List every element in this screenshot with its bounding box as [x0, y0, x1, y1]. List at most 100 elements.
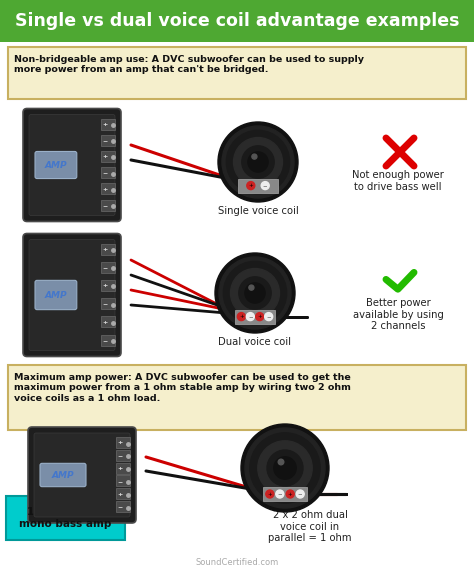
Circle shape: [234, 138, 283, 187]
Text: −: −: [266, 314, 271, 319]
FancyBboxPatch shape: [40, 463, 86, 486]
Circle shape: [226, 130, 290, 194]
Text: Single voice coil: Single voice coil: [218, 206, 298, 216]
Text: −: −: [248, 314, 253, 319]
Text: +: +: [288, 492, 292, 497]
Circle shape: [261, 181, 269, 189]
Text: −: −: [102, 138, 108, 143]
Text: +: +: [239, 314, 244, 319]
Text: −: −: [118, 479, 123, 484]
Bar: [0, 0, 474, 42]
Bar: [101, 298, 115, 309]
Circle shape: [266, 490, 274, 498]
Text: −: −: [298, 492, 302, 497]
FancyBboxPatch shape: [35, 151, 77, 179]
FancyBboxPatch shape: [29, 239, 115, 350]
Text: +: +: [102, 122, 108, 127]
Circle shape: [255, 312, 264, 320]
Circle shape: [258, 441, 312, 495]
Text: −: −: [263, 183, 267, 188]
Text: +: +: [102, 247, 108, 252]
Bar: [101, 119, 115, 129]
Text: +: +: [118, 492, 123, 497]
Text: Non-bridgeable amp use: A DVC subwoofer can be used to supply
more power from an: Non-bridgeable amp use: A DVC subwoofer …: [14, 55, 364, 74]
Text: Maximum amp power: A DVC subwoofer can be used to get the
maximum power from a 1: Maximum amp power: A DVC subwoofer can b…: [14, 373, 351, 403]
Text: +: +: [102, 284, 108, 289]
Text: +: +: [248, 183, 253, 188]
Text: SoundCertified.com: SoundCertified.com: [195, 558, 279, 567]
Circle shape: [245, 428, 325, 508]
Circle shape: [245, 283, 265, 303]
Circle shape: [274, 457, 296, 479]
Text: AMP: AMP: [52, 471, 74, 480]
Text: Dual voice coil: Dual voice coil: [219, 337, 292, 347]
FancyBboxPatch shape: [8, 47, 466, 99]
Bar: [116, 501, 130, 512]
Bar: [101, 316, 115, 327]
Circle shape: [215, 253, 295, 333]
Text: −: −: [102, 265, 108, 270]
Circle shape: [246, 312, 255, 320]
FancyBboxPatch shape: [23, 234, 121, 357]
Text: Better power
available by using
2 channels: Better power available by using 2 channe…: [353, 298, 444, 331]
Circle shape: [219, 257, 291, 329]
Bar: [101, 135, 115, 146]
Bar: [116, 450, 130, 461]
Circle shape: [247, 181, 255, 189]
Text: −: −: [102, 171, 108, 176]
Text: +: +: [257, 314, 262, 319]
Text: +: +: [267, 492, 272, 497]
FancyBboxPatch shape: [8, 365, 466, 430]
FancyBboxPatch shape: [6, 496, 125, 540]
Text: AMP: AMP: [45, 160, 67, 170]
Bar: [101, 280, 115, 291]
Circle shape: [264, 312, 273, 320]
Text: +: +: [102, 320, 108, 325]
Text: −: −: [102, 302, 108, 307]
Bar: [101, 200, 115, 210]
Text: +: +: [118, 441, 123, 446]
FancyBboxPatch shape: [23, 108, 121, 222]
FancyBboxPatch shape: [29, 115, 115, 215]
Text: −: −: [102, 338, 108, 343]
Circle shape: [267, 450, 303, 486]
Circle shape: [241, 424, 329, 512]
Circle shape: [242, 146, 274, 178]
Text: −: −: [118, 453, 123, 458]
Bar: [116, 475, 130, 486]
Circle shape: [286, 490, 294, 498]
Circle shape: [237, 312, 246, 320]
Bar: [263, 487, 307, 501]
Text: −: −: [102, 203, 108, 208]
Circle shape: [296, 490, 304, 498]
FancyBboxPatch shape: [28, 427, 136, 523]
Bar: [101, 262, 115, 273]
Circle shape: [248, 152, 268, 172]
Circle shape: [239, 277, 271, 309]
Bar: [116, 437, 130, 448]
Text: Single vs dual voice coil advantage examples: Single vs dual voice coil advantage exam…: [15, 12, 459, 30]
Circle shape: [276, 490, 284, 498]
Circle shape: [249, 285, 254, 290]
Text: 1 ohm stable
mono bass amp: 1 ohm stable mono bass amp: [19, 507, 111, 529]
Bar: [116, 463, 130, 473]
Circle shape: [230, 269, 280, 318]
Circle shape: [278, 459, 284, 465]
Bar: [116, 488, 130, 499]
Bar: [235, 310, 275, 324]
FancyBboxPatch shape: [34, 433, 130, 517]
Bar: [238, 179, 278, 193]
Bar: [101, 335, 115, 345]
Circle shape: [218, 122, 298, 202]
Circle shape: [252, 154, 257, 159]
Bar: [101, 183, 115, 194]
Bar: [101, 151, 115, 162]
Text: +: +: [102, 154, 108, 159]
Circle shape: [223, 261, 287, 325]
Text: 2 x 2 ohm dual
voice coil in
parallel = 1 ohm: 2 x 2 ohm dual voice coil in parallel = …: [268, 510, 352, 543]
FancyBboxPatch shape: [35, 280, 77, 310]
Text: +: +: [118, 466, 123, 471]
Circle shape: [222, 126, 294, 198]
Text: −: −: [118, 505, 123, 510]
Circle shape: [250, 433, 320, 503]
